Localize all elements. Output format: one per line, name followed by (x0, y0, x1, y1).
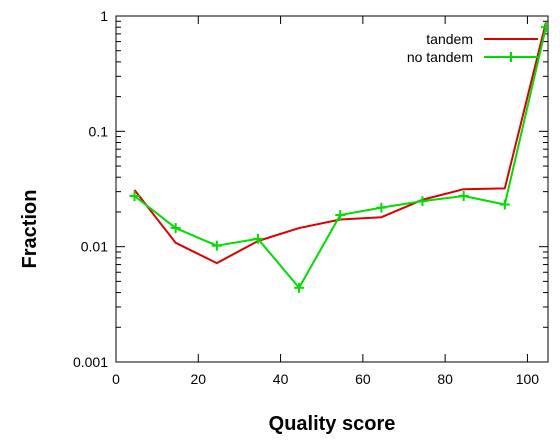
y-tick-label: 0.1 (89, 123, 109, 139)
y-tick-label: 1 (100, 8, 108, 24)
data-point-no-tandem (211, 240, 222, 251)
y-tick-label: 0.01 (81, 239, 108, 255)
legend-marker-no-tandem (506, 52, 516, 62)
x-tick-label: 60 (355, 371, 371, 387)
data-point-no-tandem (129, 190, 140, 201)
legend: tandem no tandem (407, 31, 538, 65)
x-tick-label: 100 (516, 371, 540, 387)
x-tick-label: 0 (112, 371, 120, 387)
legend-label-no-tandem: no tandem (407, 49, 473, 65)
plot-frame (115, 15, 549, 363)
data-point-no-tandem (294, 282, 305, 293)
x-tick-label: 40 (273, 371, 289, 387)
legend-label-tandem: tandem (426, 31, 473, 47)
data-point-no-tandem (376, 202, 387, 213)
series-line-tandem (133, 22, 547, 265)
data-point-no-tandem (170, 223, 181, 234)
series-line-no-tandem (133, 26, 547, 289)
x-axis-title: Quality score (269, 413, 396, 435)
series-layer (129, 22, 548, 293)
x-tick-label: 80 (437, 371, 453, 387)
y-axis-title: Fraction (19, 190, 41, 269)
data-point-no-tandem (499, 199, 510, 210)
data-point-no-tandem (335, 210, 346, 221)
data-point-no-tandem (252, 233, 263, 244)
x-axis: 0 20 40 60 80 100 (112, 16, 539, 387)
y-axis: 0.001 0.01 0.1 1 (73, 8, 548, 370)
data-point-no-tandem (540, 22, 548, 33)
series-clip-group (129, 22, 548, 293)
y-tick-label: 0.001 (73, 354, 108, 370)
x-tick-label: 20 (190, 371, 206, 387)
data-point-no-tandem (458, 190, 469, 201)
data-point-no-tandem (417, 196, 428, 207)
